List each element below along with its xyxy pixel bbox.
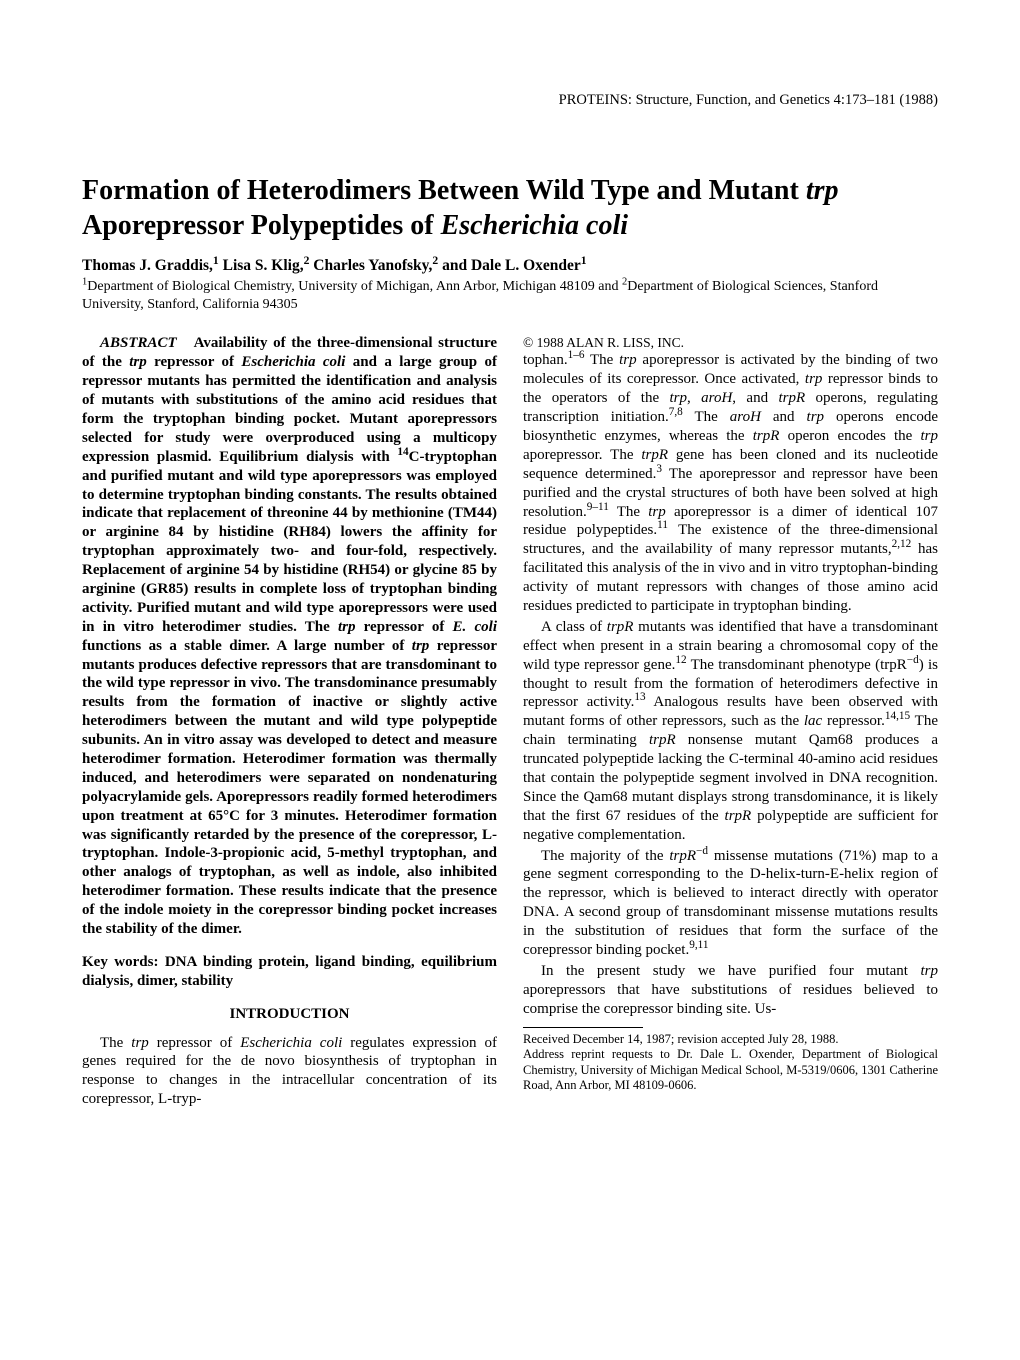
- intro-paragraph-1: The trp repressor of Escherichia coli re…: [82, 1034, 497, 1110]
- abstract: ABSTRACT Availability of the three-dimen…: [82, 334, 497, 939]
- body-paragraph-col2-2: A class of trpR mutants was identified t…: [523, 618, 938, 845]
- footnote-rule: [523, 1027, 643, 1028]
- article-title: Formation of Heterodimers Between Wild T…: [82, 173, 938, 243]
- body-paragraph-col2-3: The majority of the trpR−d missense muta…: [523, 847, 938, 960]
- two-column-body: ABSTRACT Availability of the three-dimen…: [82, 334, 938, 1109]
- authors: Thomas J. Graddis,1 Lisa S. Klig,2 Charl…: [82, 257, 938, 275]
- introduction-heading: INTRODUCTION: [82, 1005, 497, 1024]
- abstract-label: ABSTRACT: [82, 335, 177, 351]
- copyright: © 1988 ALAN R. LISS, INC.: [523, 334, 938, 351]
- keywords: Key words: DNA binding protein, ligand b…: [82, 953, 497, 991]
- body-paragraph-col2-1: tophan.1–6 The trp aporepressor is activ…: [523, 351, 938, 615]
- abstract-text: Availability of the three-dimensional st…: [82, 335, 497, 937]
- affiliations: 1Department of Biological Chemistry, Uni…: [82, 278, 938, 314]
- journal-header: PROTEINS: Structure, Function, and Genet…: [82, 92, 938, 109]
- footnote-received: Received December 14, 1987; revision acc…: [523, 1032, 938, 1048]
- body-paragraph-col2-4: In the present study we have purified fo…: [523, 962, 938, 1019]
- footnote-address: Address reprint requests to Dr. Dale L. …: [523, 1047, 938, 1094]
- footnote-block: Received December 14, 1987; revision acc…: [523, 1027, 938, 1095]
